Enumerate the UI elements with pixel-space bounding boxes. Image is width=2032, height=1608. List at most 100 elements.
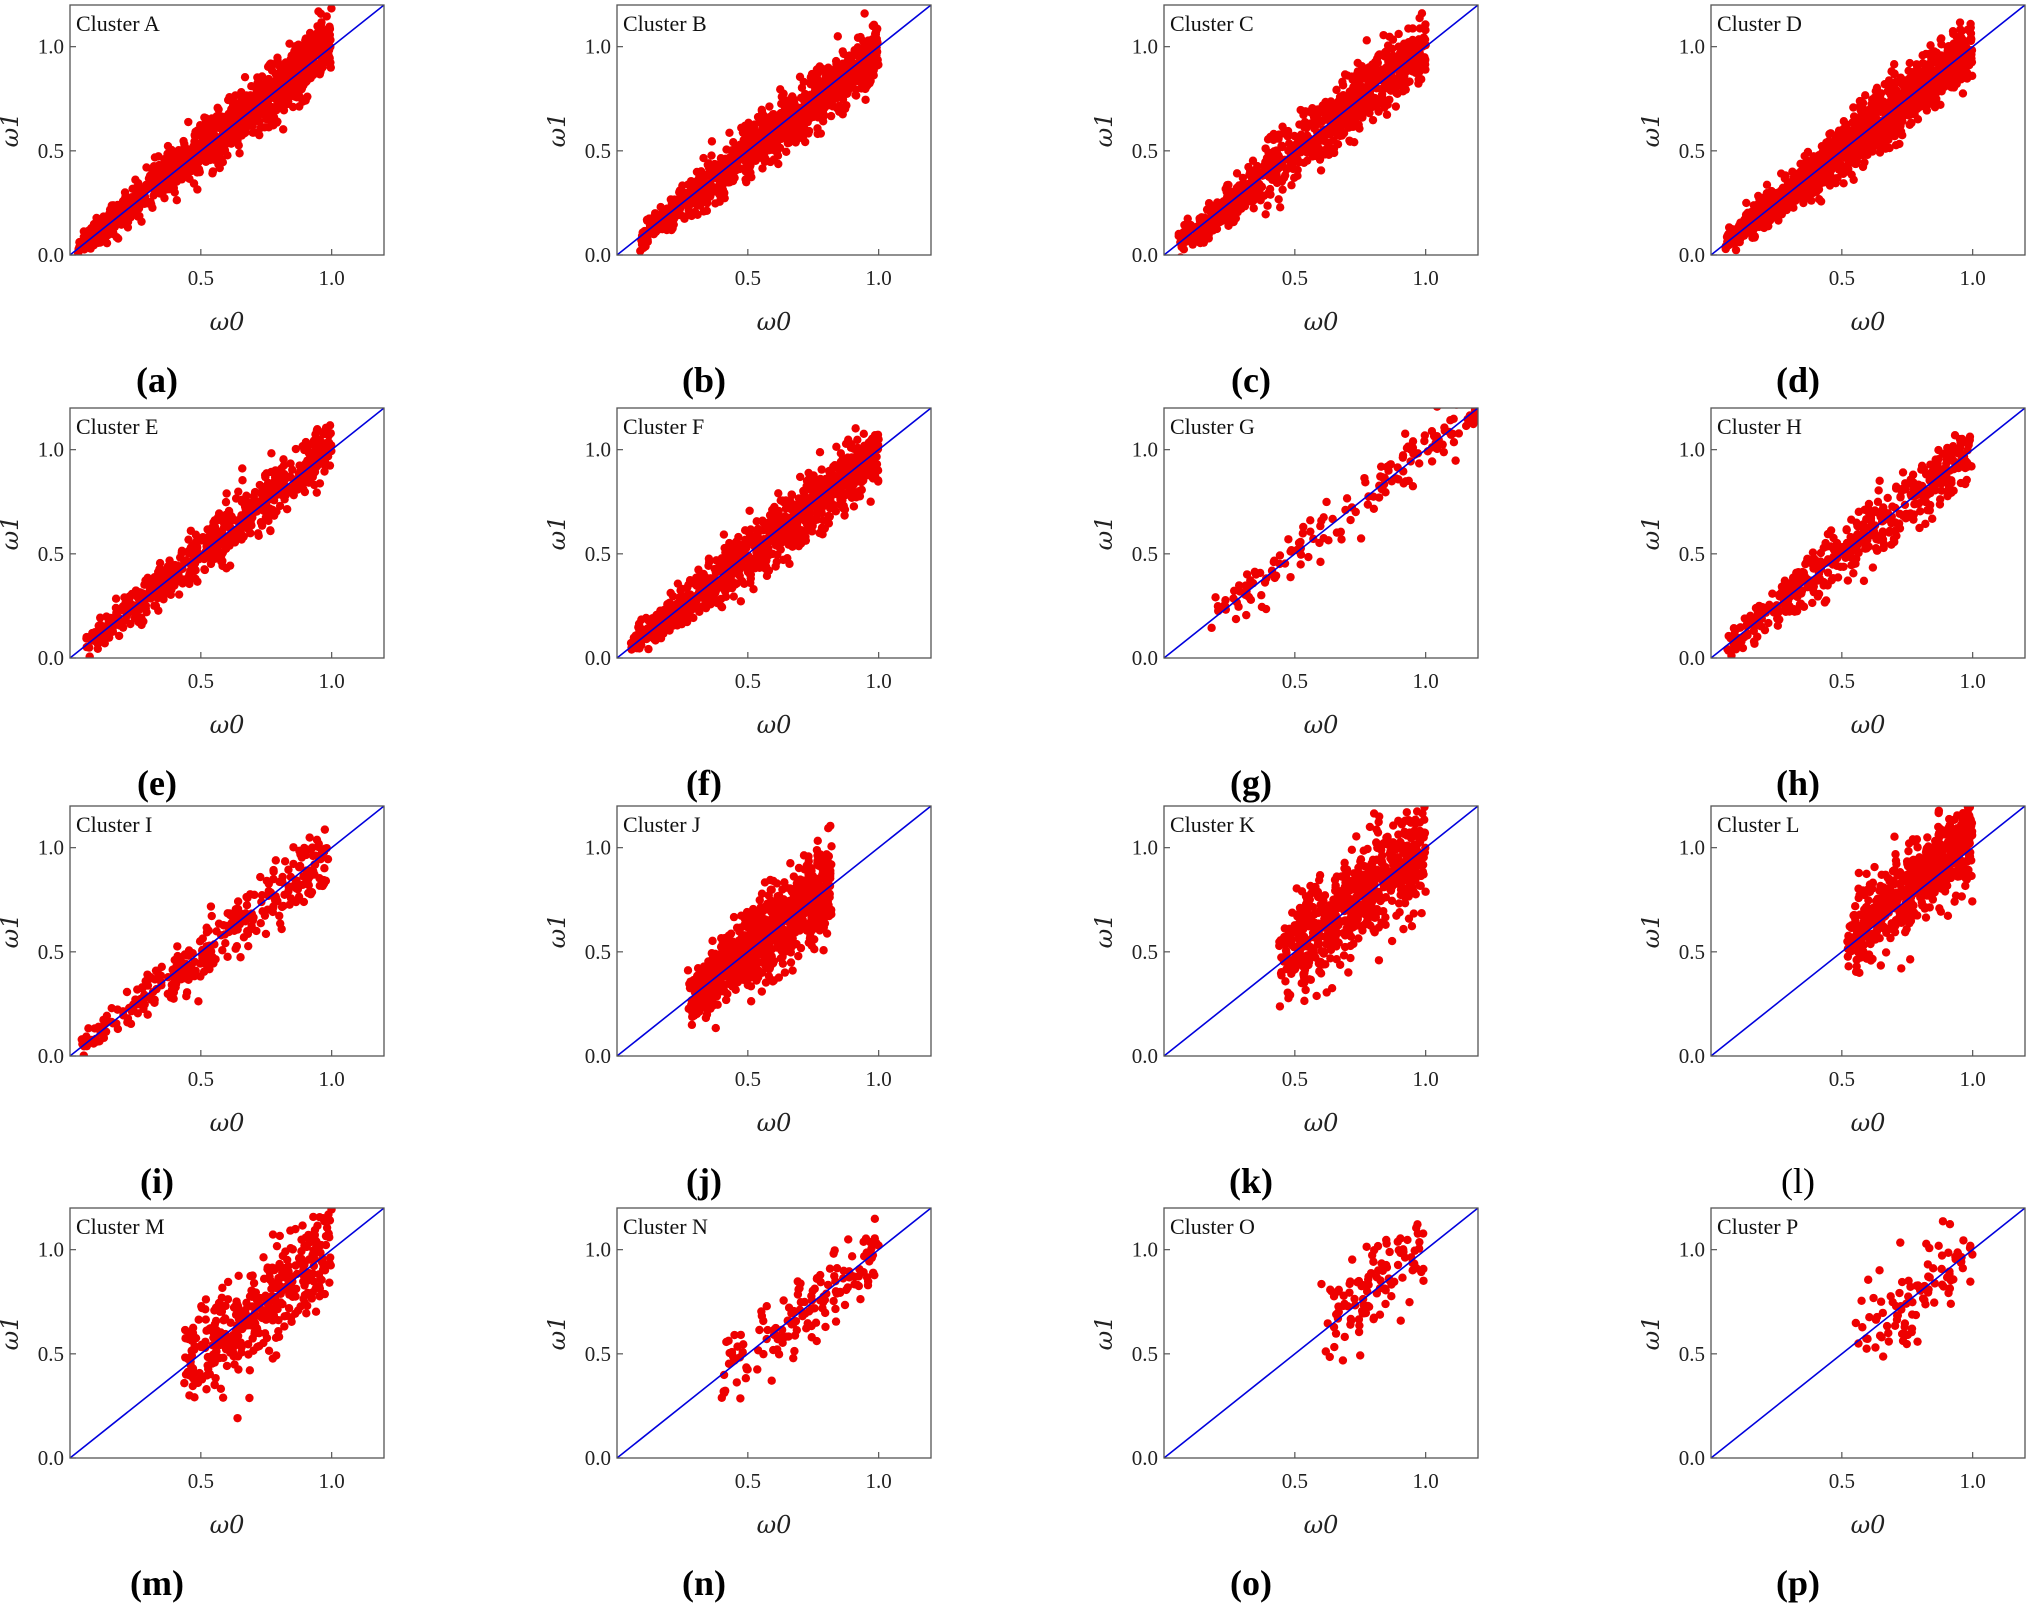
data-point — [667, 218, 676, 227]
data-point — [1807, 196, 1816, 205]
data-point — [154, 567, 164, 577]
data-point — [726, 173, 735, 183]
data-point — [710, 159, 719, 169]
data-point — [1313, 119, 1323, 129]
data-point — [640, 235, 650, 244]
data-point — [1762, 188, 1772, 198]
data-point — [1304, 107, 1314, 116]
data-point — [1389, 80, 1398, 90]
data-point — [694, 184, 703, 193]
data-point — [1278, 161, 1287, 171]
data-point — [1386, 72, 1395, 82]
data-point — [1394, 29, 1403, 39]
data-point — [112, 610, 121, 619]
y-axis-label: ω1 — [1090, 113, 1118, 148]
data-point — [1760, 222, 1769, 231]
x-tick-label: 0.5 — [188, 266, 214, 290]
data-point — [1954, 48, 1963, 57]
data-point — [1858, 98, 1868, 108]
data-point — [1937, 40, 1946, 49]
data-point — [1250, 187, 1260, 196]
data-point — [1914, 79, 1924, 88]
data-point — [273, 490, 282, 499]
data-point — [769, 131, 778, 141]
data-point — [1372, 76, 1382, 85]
data-point — [293, 61, 302, 70]
x-tick-label: 1.0 — [1960, 266, 1986, 290]
data-point — [1364, 63, 1374, 72]
data-point — [1943, 46, 1952, 56]
data-point — [1377, 90, 1387, 99]
data-point — [1891, 140, 1901, 150]
data-point — [205, 155, 215, 165]
data-point — [243, 122, 252, 131]
data-point — [1936, 100, 1945, 110]
data-point — [164, 584, 173, 593]
data-point — [1940, 71, 1950, 80]
data-point — [1357, 112, 1366, 122]
data-point — [1232, 169, 1242, 178]
data-point — [1361, 96, 1370, 106]
data-point — [650, 216, 659, 226]
data-point — [1762, 180, 1772, 190]
data-point — [260, 506, 269, 516]
data-point — [1805, 164, 1814, 173]
data-point — [741, 155, 751, 164]
data-point — [860, 9, 869, 18]
data-point — [678, 181, 687, 190]
data-point — [814, 97, 823, 106]
data-point — [725, 128, 734, 138]
data-point — [200, 113, 209, 122]
data-point — [1860, 126, 1869, 135]
data-point — [1177, 242, 1186, 252]
data-point — [225, 512, 234, 522]
data-point — [205, 554, 215, 563]
data-point — [317, 52, 326, 62]
data-point — [748, 133, 758, 142]
scatter-points — [1721, 18, 1977, 255]
data-point — [309, 436, 319, 445]
data-point — [201, 547, 211, 556]
data-point — [1343, 121, 1352, 130]
data-point — [1898, 92, 1908, 102]
data-point — [148, 164, 157, 174]
data-point — [144, 199, 153, 208]
data-point — [702, 198, 712, 208]
data-point — [1849, 175, 1858, 185]
data-point — [163, 141, 173, 151]
data-point — [275, 501, 285, 511]
data-point — [1908, 102, 1917, 111]
data-point — [843, 86, 853, 96]
y-axis-label: ω1 — [1637, 113, 1665, 148]
data-point — [1238, 173, 1248, 183]
data-point — [1783, 178, 1793, 188]
data-point — [1253, 161, 1262, 171]
scatter-points — [82, 421, 336, 658]
data-point — [788, 92, 797, 101]
data-point — [1956, 25, 1965, 34]
data-point — [668, 199, 678, 209]
cluster-title: Cluster B — [623, 11, 707, 36]
data-point — [1912, 60, 1921, 69]
data-point — [268, 103, 277, 112]
data-point — [267, 449, 276, 458]
data-point — [313, 28, 322, 37]
data-point — [1861, 91, 1870, 100]
data-point — [741, 175, 750, 184]
data-point — [1229, 209, 1238, 218]
data-point — [775, 131, 785, 140]
data-point — [126, 193, 135, 202]
data-point — [1930, 70, 1939, 80]
panel-label: (d) — [1776, 360, 1820, 400]
data-point — [766, 157, 775, 167]
data-point — [1388, 35, 1398, 44]
x-axis-label: ω0 — [1851, 308, 1886, 336]
data-point — [715, 190, 724, 199]
data-point — [260, 103, 270, 112]
data-point — [1178, 233, 1187, 242]
data-point — [305, 475, 314, 484]
data-point — [254, 74, 263, 84]
